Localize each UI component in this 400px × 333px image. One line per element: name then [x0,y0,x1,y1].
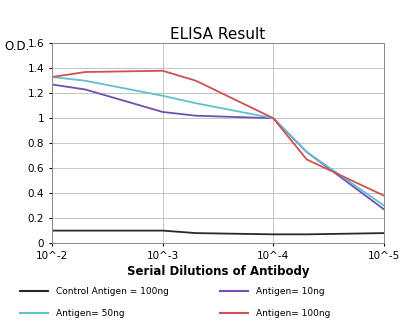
Text: Antigen= 100ng: Antigen= 100ng [256,308,330,318]
Text: O.D.: O.D. [4,40,29,53]
Text: Control Antigen = 100ng: Control Antigen = 100ng [56,287,169,296]
Title: ELISA Result: ELISA Result [170,27,266,42]
Text: Antigen= 50ng: Antigen= 50ng [56,308,125,318]
Text: Antigen= 10ng: Antigen= 10ng [256,287,325,296]
X-axis label: Serial Dilutions of Antibody: Serial Dilutions of Antibody [127,265,309,278]
